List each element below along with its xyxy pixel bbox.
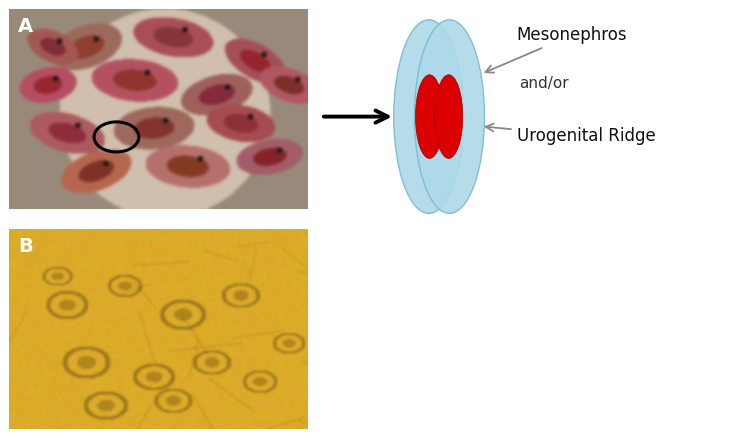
Ellipse shape (394, 20, 464, 213)
Text: Urogenital Ridge: Urogenital Ridge (486, 124, 655, 145)
Ellipse shape (415, 20, 485, 213)
Text: Mesonephros: Mesonephros (486, 26, 627, 73)
Ellipse shape (415, 75, 444, 158)
Text: and/or: and/or (519, 76, 568, 91)
Ellipse shape (435, 75, 463, 158)
Text: B: B (18, 237, 32, 256)
Text: A: A (18, 17, 33, 36)
